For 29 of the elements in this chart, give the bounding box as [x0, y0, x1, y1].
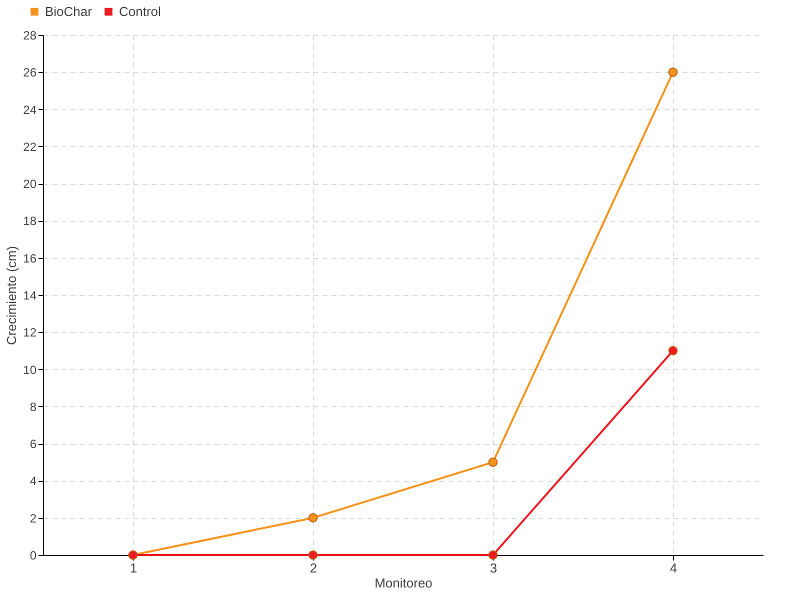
legend-label: BioChar [45, 4, 93, 19]
y-tick-label: 24 [23, 102, 37, 117]
x-axis-title: Monitoreo [374, 576, 432, 590]
y-tick-label: 28 [23, 28, 37, 42]
point [488, 457, 498, 467]
y-tick-label: 0 [30, 548, 37, 562]
x-tick-label: 1 [130, 560, 138, 576]
point [668, 67, 678, 77]
y-tick-label: 10 [23, 362, 37, 377]
x-tick-label: 2 [310, 560, 318, 576]
legend-label: Control [119, 4, 162, 19]
y-tick-label: 16 [23, 251, 37, 266]
y-tick-label: 14 [23, 288, 37, 302]
x-tick-label: 3 [490, 560, 498, 576]
x-tick-label: 4 [670, 560, 678, 576]
point [668, 346, 678, 356]
y-tick-label: 6 [30, 437, 37, 452]
y-tick-label: 18 [23, 214, 37, 228]
point [308, 513, 318, 523]
y-tick-label: 2 [30, 511, 37, 526]
y-tick-label: 8 [30, 400, 37, 414]
y-tick-label: 26 [23, 66, 37, 80]
y-tick-label: 22 [23, 140, 37, 154]
y-tick-label: 12 [23, 326, 37, 340]
y-tick-label: 4 [30, 474, 37, 488]
point [308, 550, 318, 560]
y-tick-label: 20 [23, 177, 37, 192]
y-axis-title: Crecimiento (cm) [4, 246, 20, 345]
point [488, 550, 498, 560]
